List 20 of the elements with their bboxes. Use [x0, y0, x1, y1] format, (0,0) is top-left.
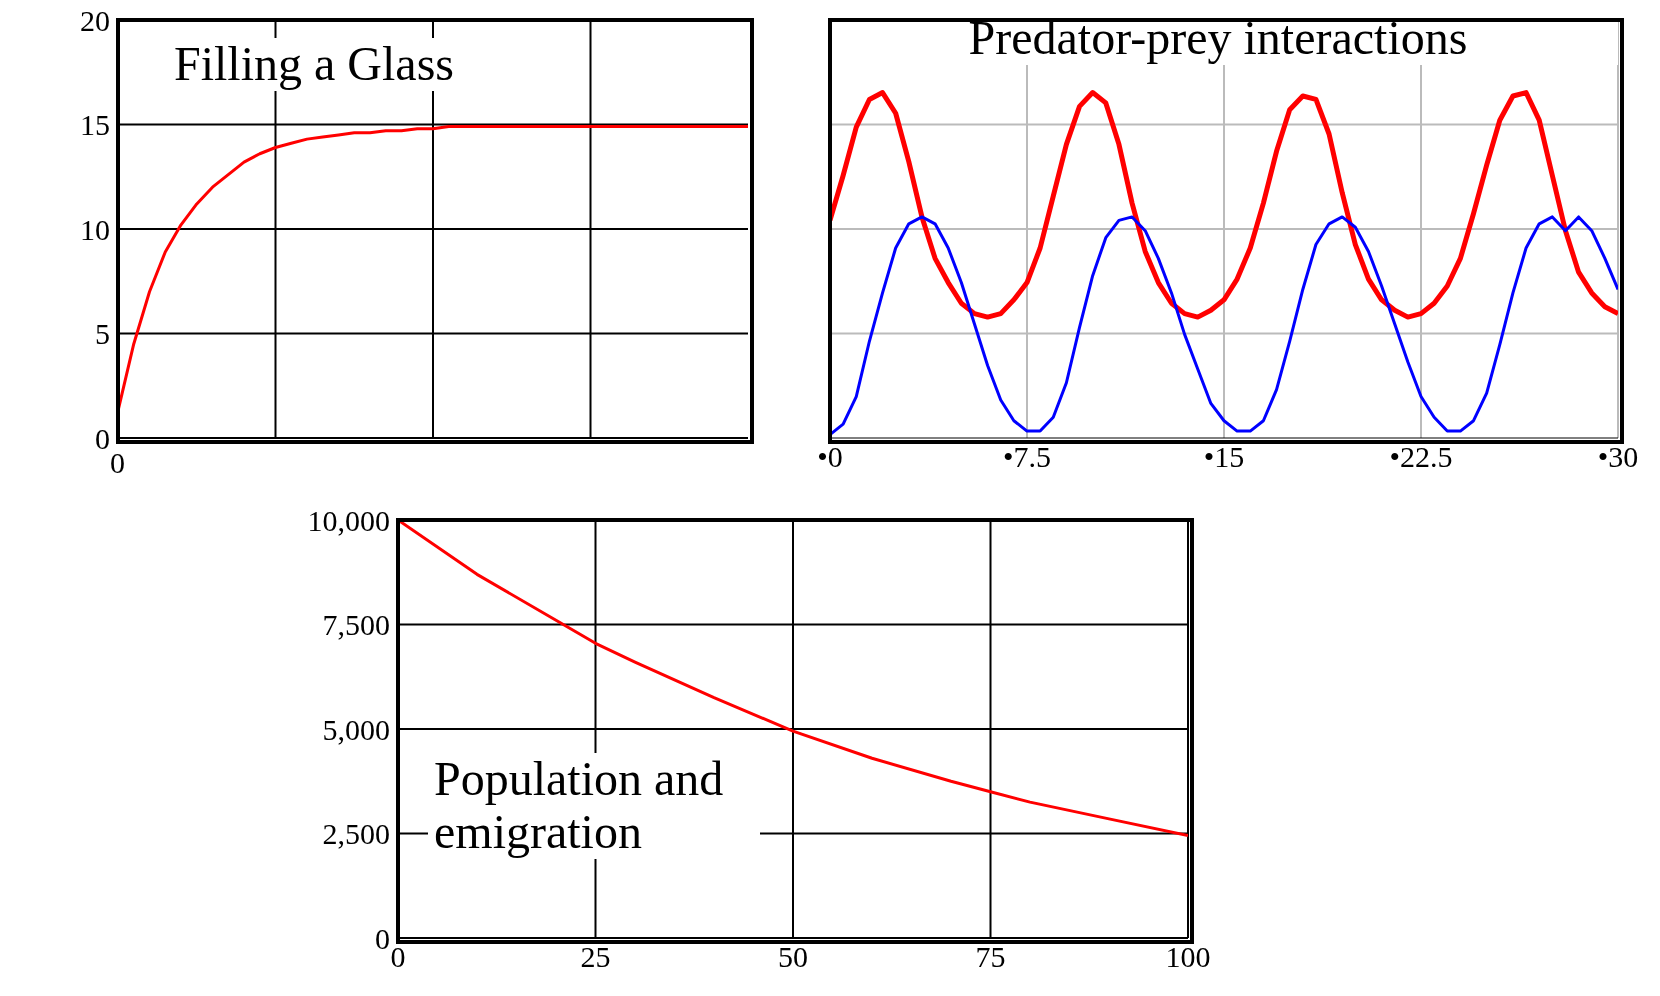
y-tick-label: 20	[80, 3, 110, 37]
y-tick-label: 10,000	[307, 503, 390, 537]
chart-title: Predator-prey interactions	[818, 11, 1618, 65]
x-tick-label: 50	[778, 940, 808, 974]
x-tick-label: •15	[1203, 440, 1245, 474]
y-tick-label: 2,500	[322, 817, 390, 851]
y-tick-label: 5	[95, 317, 110, 351]
y-tick-label: 10	[80, 212, 110, 246]
y-tick-label: 5,000	[322, 712, 390, 746]
y-tick-label: 7,500	[322, 608, 390, 642]
x-tick-label: •22.5	[1389, 440, 1453, 474]
x-tick-label: •0	[817, 440, 843, 474]
chart-title: Filling a Glass	[168, 37, 461, 91]
x-tick-label: 100	[1165, 940, 1211, 974]
y-tick-label: 15	[80, 108, 110, 142]
x-tick-label: •7.5	[1002, 440, 1052, 474]
x-tick-label: 25	[580, 940, 611, 974]
x-tick-label: 75	[975, 940, 1006, 974]
x-tick-label: •30	[1597, 440, 1639, 474]
text: Population and emigration	[428, 752, 760, 859]
